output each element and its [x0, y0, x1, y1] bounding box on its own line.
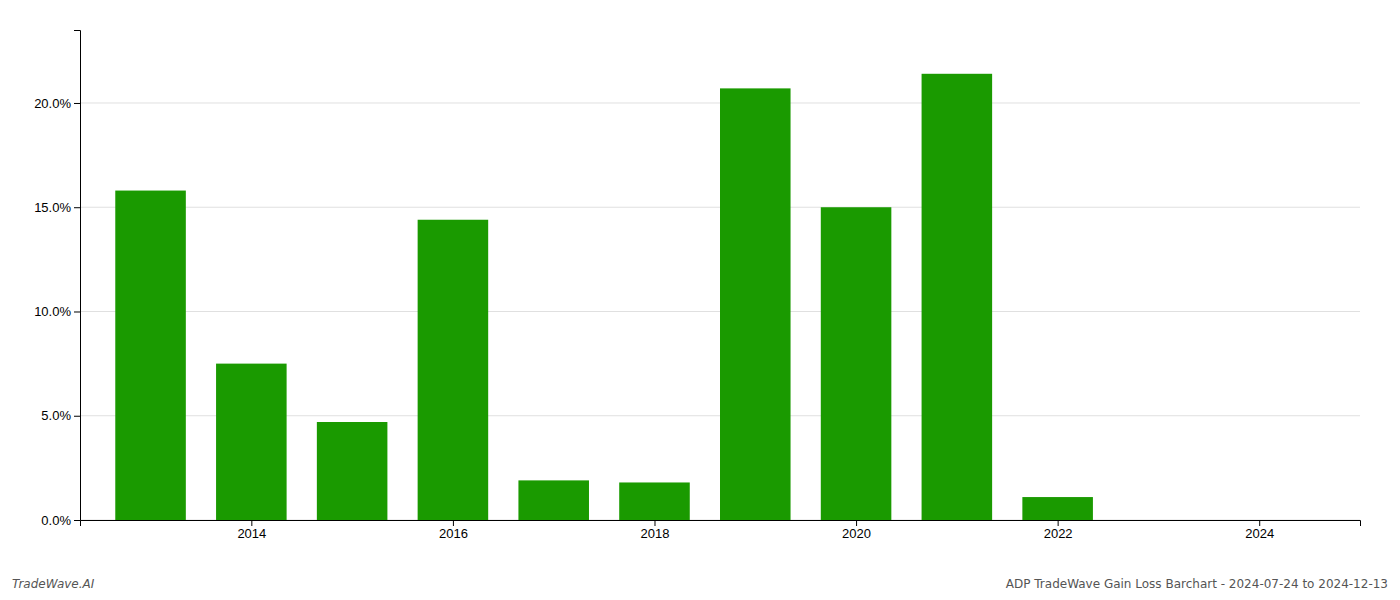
y-tick: 5.0%: [41, 408, 80, 423]
x-tick-mark: [856, 520, 857, 526]
bar: [1123, 520, 1194, 521]
y-tick-label: 10.0%: [34, 304, 71, 319]
x-tick-mark: [654, 520, 655, 526]
x-tick: 2018: [641, 520, 670, 541]
bar: [1022, 497, 1093, 520]
plot: 2014 2016 2018 2020 2022 2024 0.0% 5.0% 10.0% 15.…: [34, 31, 1360, 542]
bar: [720, 88, 791, 520]
y-tick-mark: [74, 207, 80, 208]
y-tick: 10.0%: [34, 304, 80, 319]
bar: [317, 422, 388, 520]
y-tick: 0.0%: [41, 513, 80, 528]
bar: [619, 482, 690, 520]
bar: [922, 74, 993, 520]
y-tick-mark: [74, 416, 80, 417]
bar: [418, 220, 489, 520]
y-tick-label: 15.0%: [34, 200, 71, 215]
x-tick-mark: [453, 520, 454, 526]
y-tick-label: 20.0%: [34, 96, 71, 111]
x-axis-line: [81, 521, 1361, 527]
x-tick-mark: [251, 520, 252, 526]
bar: [821, 207, 892, 520]
x-tick-label: 2022: [1044, 526, 1073, 541]
x-tick: 2022: [1044, 520, 1073, 541]
y-tick-label: 5.0%: [41, 408, 71, 423]
chart: 2014 2016 2018 2020 2022 2024 0.0% 5.0% 10.0% 15.…: [0, 0, 1400, 600]
x-tick: 2016: [439, 520, 468, 541]
x-tick-label: 2016: [439, 526, 468, 541]
x-tick-label: 2014: [237, 526, 266, 541]
y-axis-line: [74, 31, 81, 521]
x-tick: 2024: [1245, 520, 1274, 541]
bars: [115, 74, 1093, 520]
y-tick-mark: [74, 520, 80, 521]
annotation: TradeWave.AI: [12, 577, 95, 591]
bar: [518, 480, 589, 520]
x-axis: 2014 2016 2018 2020 2022 2024: [81, 520, 1361, 541]
y-tick-mark: [74, 311, 80, 312]
x-tick-mark: [1259, 520, 1260, 526]
y-tick: 20.0%: [34, 96, 80, 111]
bar: [216, 364, 287, 520]
x-tick-label: 2024: [1245, 526, 1274, 541]
x-tick-label: 2020: [842, 526, 871, 541]
y-axis: 0.0% 5.0% 10.0% 15.0% 20.0%: [34, 31, 80, 528]
y-tick-label: 0.0%: [41, 513, 71, 528]
x-tick: 2014: [237, 520, 266, 541]
x-tick-label: 2018: [641, 526, 670, 541]
x-tick-mark: [1058, 520, 1059, 526]
annotation: ADP TradeWave Gain Loss Barchart - 2024-…: [1006, 577, 1388, 591]
y-tick: 15.0%: [34, 200, 80, 215]
y-tick-mark: [74, 103, 80, 104]
bar: [115, 191, 186, 520]
x-tick: 2020: [842, 520, 871, 541]
